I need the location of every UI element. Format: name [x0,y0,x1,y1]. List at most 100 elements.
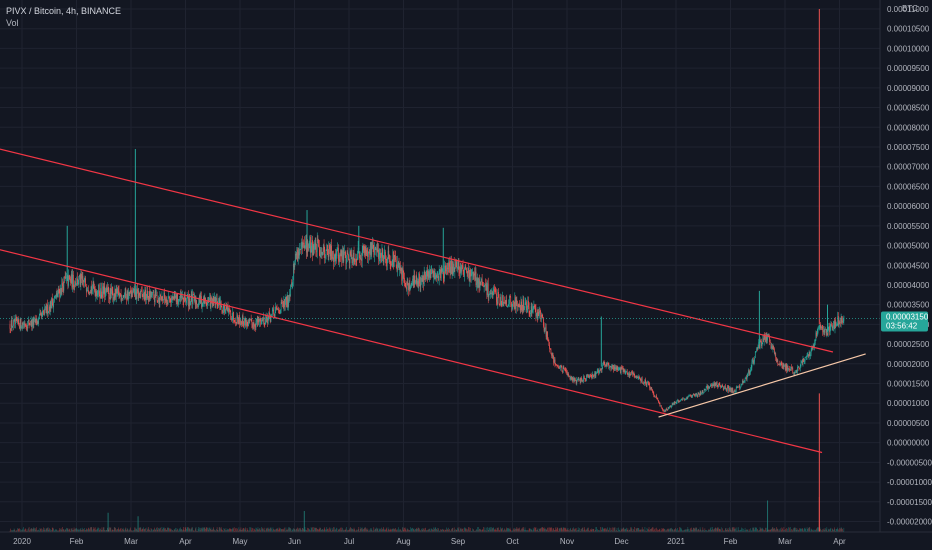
volume-bar [491,527,492,532]
candle-body [276,307,277,309]
candle-body [523,307,525,310]
volume-bar [297,529,299,532]
candle-body [811,346,813,350]
volume-bar [17,528,19,532]
symbol-title[interactable]: PIVX / Bitcoin, 4h, BINANCE [6,6,122,16]
volume-bar [135,529,137,532]
candle-body [590,374,591,375]
volume-bar [130,530,132,532]
candle-body [626,371,627,372]
volume-bar [722,528,723,532]
candle-body [500,296,502,304]
volume-bar [647,529,648,532]
candle-body [529,313,531,315]
volume-bar [155,529,157,532]
volume-bar [95,530,97,532]
volume-bar [189,528,191,532]
candle-body [60,288,62,294]
volume-bar [273,529,274,532]
candle-body [424,272,426,275]
volume-bar [490,529,492,532]
candle-body [784,365,786,371]
volume-bar [746,529,747,532]
candle-body [231,318,233,320]
candle-body [707,386,709,390]
candle-body [286,295,288,307]
volume-bar [385,529,386,532]
candle-body [461,264,463,272]
volume-bar [330,527,332,532]
candle-body [547,331,548,340]
candle-body [637,377,639,379]
volume-bar [164,528,165,532]
price-axis[interactable]: 0.000105000.000100000.000095000.00009000… [887,5,932,527]
volume-bar [79,529,81,532]
volume-bar [156,527,157,532]
candle-body [485,284,486,286]
volume-bar [483,527,484,532]
volume-bar [559,528,561,532]
candle-body [742,380,744,383]
volume-legend[interactable]: Vol [6,18,19,28]
candle-body [413,275,415,286]
volume-bar [359,530,360,532]
candle-body [224,305,225,312]
candle-body [359,258,361,260]
candle-body [693,394,695,395]
candle-body [15,318,16,324]
volume-bar [533,529,535,532]
candle-body [778,363,780,365]
candle-body [296,249,298,256]
volume-bar [419,528,420,532]
volume-bar [217,529,219,532]
candle-body [283,299,285,308]
volume-bar [301,529,302,532]
volume-bar [819,527,821,532]
volume-bar [596,529,598,532]
volume-bar [353,527,355,532]
candle-body [370,242,371,256]
candle-body [827,328,829,336]
candle-body [109,288,111,300]
volume-bar [549,527,550,532]
candle-body [804,357,806,362]
candle-body [569,376,571,379]
volume-bar [370,529,372,532]
candle-body [66,276,67,278]
candle-body [683,398,685,400]
candle-body [120,294,122,301]
candle-body [583,376,584,381]
volume-bar [831,530,832,532]
volume-bar [769,530,771,532]
candle-body [538,311,540,316]
volume-bar [637,527,638,532]
volume-bar [825,528,826,532]
volume-bar [640,530,642,532]
volume-bar [295,528,297,532]
time-axis[interactable]: 2020 Feb Mar Apr May Jun Jul Aug Sep Oct Nov Dec 202… [13,537,846,546]
volume-bar [410,527,411,532]
volume-bar [832,529,834,532]
candle-body [196,304,198,305]
candle-body [790,366,792,371]
volume-bar [262,527,264,532]
candle-body [834,321,836,330]
candle-body [374,247,376,249]
volume-bar [445,529,447,532]
candle-body [639,378,641,380]
volume-bar [444,530,445,532]
volume-bar [351,529,353,532]
volume-bar [393,528,394,532]
candle-body [467,267,469,274]
volume-bar [835,530,836,532]
volume-bar [26,530,27,532]
volume-bar [50,530,52,532]
candle-body [429,269,430,278]
candle-body [795,372,796,373]
volume-bar [11,530,13,532]
volume-bar [393,528,395,532]
volume-bar [842,529,843,532]
candle-body [464,267,465,277]
candle-body [562,367,564,373]
